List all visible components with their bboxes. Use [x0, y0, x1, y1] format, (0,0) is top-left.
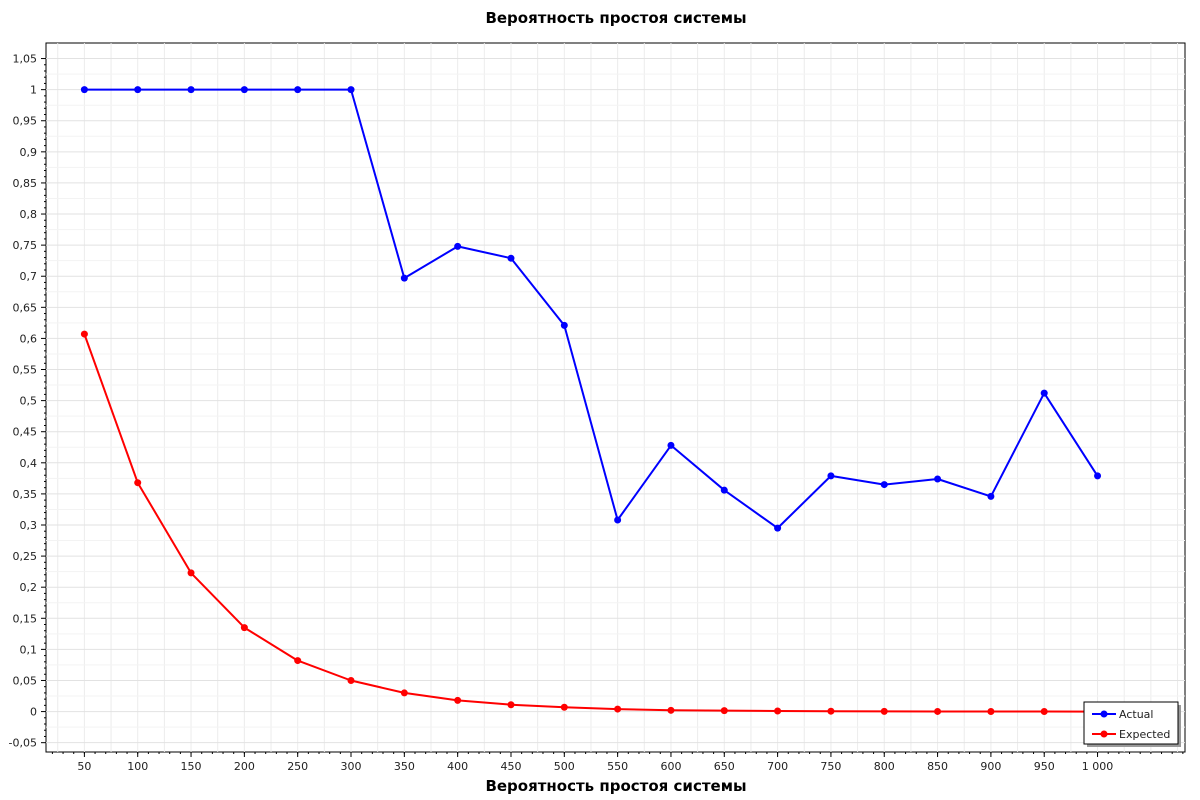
- axes: -0,05 0 0,05 0,1 0,15 0,2 0,25 0,3 0,35 0,4 0,45 0,…: [9, 53, 1184, 773]
- x-tick-label: 300: [341, 760, 362, 773]
- legend-swatch-point: [1100, 730, 1108, 738]
- x-tick-label: 450: [500, 760, 521, 773]
- y-tick-label: 0,45: [13, 426, 38, 439]
- series-layer: [80, 86, 1102, 716]
- y-tick-label: 0,2: [20, 581, 38, 594]
- legend-entry: Actual: [1119, 708, 1153, 721]
- data-point-actual: [720, 486, 728, 494]
- data-point-expected: [134, 479, 142, 487]
- y-tick-label: 0,7: [20, 270, 38, 283]
- x-tick-label: 950: [1034, 760, 1055, 773]
- x-tick-label: 150: [181, 760, 202, 773]
- data-point-expected: [987, 708, 995, 716]
- data-point-actual: [614, 516, 622, 524]
- legend-box: [1083, 701, 1179, 745]
- y-tick-label: 0,1: [20, 643, 38, 656]
- y-tick-label: 0,05: [13, 674, 38, 687]
- x-tick-label: 400: [447, 760, 468, 773]
- data-point-expected: [240, 624, 248, 632]
- data-point-actual: [934, 475, 942, 483]
- y-tick-label: 0: [30, 706, 37, 719]
- x-tick-label: 1 000: [1082, 760, 1114, 773]
- x-tick-label: 600: [660, 760, 681, 773]
- data-point-actual: [987, 492, 995, 500]
- data-point-actual: [454, 242, 462, 250]
- data-point-actual: [507, 254, 515, 262]
- x-tick-label: 800: [874, 760, 895, 773]
- data-point-expected: [400, 689, 408, 697]
- data-point-actual: [774, 524, 782, 532]
- x-tick-label: 650: [714, 760, 735, 773]
- y-tick-label: 0,6: [20, 332, 38, 345]
- data-point-actual: [347, 86, 355, 94]
- data-point-actual: [294, 86, 302, 94]
- y-tick-label: 0,5: [20, 395, 38, 408]
- x-tick-label: 750: [820, 760, 841, 773]
- data-point-expected: [187, 569, 195, 577]
- x-axis-label: Вероятность простоя системы: [485, 777, 746, 795]
- y-tick-label: 1,05: [13, 53, 38, 66]
- data-point-expected: [934, 707, 942, 715]
- x-tick-label: 200: [234, 760, 255, 773]
- data-point-actual: [400, 274, 408, 282]
- legend-swatch-point: [1100, 710, 1108, 718]
- data-point-actual: [80, 86, 88, 94]
- y-tick-label: 1: [30, 84, 37, 97]
- data-point-actual: [240, 86, 248, 94]
- x-tick-label: 250: [287, 760, 308, 773]
- x-tick-label: 900: [980, 760, 1001, 773]
- data-point-actual: [134, 86, 142, 94]
- series-line-expected: [83, 333, 1098, 713]
- x-tick-label: 500: [554, 760, 575, 773]
- data-point-actual: [1040, 389, 1048, 397]
- data-point-expected: [827, 707, 835, 715]
- data-point-actual: [827, 472, 835, 480]
- x-tick-label: 850: [927, 760, 948, 773]
- grid-lines: [46, 43, 1185, 752]
- data-point-actual: [560, 321, 568, 329]
- y-tick-label: -0,05: [9, 737, 37, 750]
- data-point-expected: [774, 707, 782, 715]
- data-point-expected: [1040, 708, 1048, 716]
- data-point-expected: [880, 707, 888, 715]
- legend-entry: Expected: [1119, 728, 1170, 741]
- x-tick-label: 50: [77, 760, 91, 773]
- data-point-actual: [1094, 472, 1102, 480]
- data-point-expected: [507, 701, 515, 709]
- chart-title: Вероятность простоя системы: [485, 9, 746, 27]
- y-tick-label: 0,3: [20, 519, 38, 532]
- y-tick-label: 0,15: [13, 612, 38, 625]
- data-point-expected: [347, 676, 355, 684]
- data-point-actual: [880, 481, 888, 489]
- x-tick-label: 100: [127, 760, 148, 773]
- y-tick-label: 0,25: [13, 550, 38, 563]
- plot-area: [45, 42, 1186, 753]
- y-tick-label: 0,35: [13, 488, 38, 501]
- y-tick-label: 0,75: [13, 239, 38, 252]
- x-tick-label: 550: [607, 760, 628, 773]
- data-point-actual: [187, 86, 195, 94]
- legend: Actual Expected: [1083, 701, 1181, 747]
- data-point-expected: [454, 696, 462, 704]
- series-line-actual: [84, 88, 1099, 530]
- y-tick-label: 0,8: [20, 208, 38, 221]
- y-tick-label: 0,9: [20, 146, 38, 159]
- data-point-expected: [667, 706, 675, 714]
- y-tick-label: 0,85: [13, 177, 38, 190]
- y-tick-label: 0,4: [20, 457, 38, 470]
- y-tick-label: 0,55: [13, 364, 38, 377]
- y-tick-label: 0,95: [13, 115, 38, 128]
- data-point-expected: [80, 330, 88, 338]
- x-tick-label: 700: [767, 760, 788, 773]
- y-tick-label: 0,65: [13, 301, 38, 314]
- data-point-expected: [720, 707, 728, 715]
- x-tick-label: 350: [394, 760, 415, 773]
- data-point-actual: [667, 441, 675, 449]
- data-point-expected: [560, 703, 568, 711]
- data-point-expected: [294, 657, 302, 665]
- data-point-expected: [614, 705, 622, 713]
